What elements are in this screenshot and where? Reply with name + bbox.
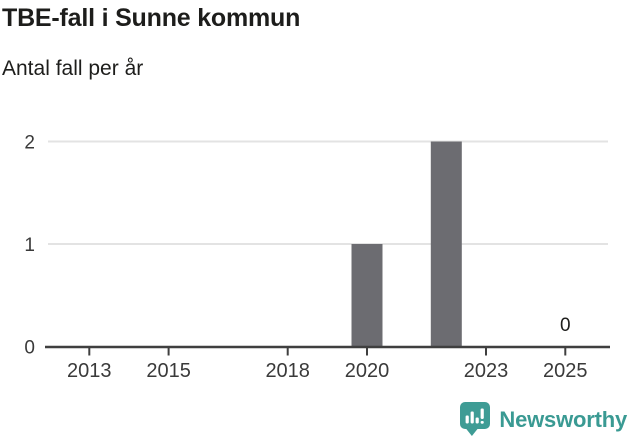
bar-2020 (351, 244, 383, 347)
x-tick-label-2018: 2018 (265, 360, 310, 382)
value-label-2025: 0 (560, 315, 571, 336)
chart-subtitle: Antal fall per år (2, 57, 144, 80)
x-tick-label-2013: 2013 (67, 360, 112, 382)
x-tick-label-2025: 2025 (543, 360, 588, 382)
y-tick-label-2: 2 (24, 133, 35, 154)
icon-bar-1 (466, 415, 470, 424)
y-tick-label-0: 0 (24, 338, 35, 359)
newsworthy-icon (460, 402, 491, 436)
icon-exclamation-bar (481, 408, 485, 419)
brand-name: Newsworthy (499, 406, 627, 432)
bar-2022 (430, 141, 462, 347)
icon-bar-2 (471, 411, 475, 424)
brand-logo: Newsworthy (460, 402, 627, 437)
icon-bar-3 (476, 417, 480, 424)
speech-bubble-shape (460, 402, 491, 436)
x-tick-label-2023: 2023 (464, 360, 509, 382)
x-tick-label-2020: 2020 (345, 360, 390, 382)
icon-exclamation-dot (481, 421, 485, 424)
x-tick-label-2015: 2015 (146, 360, 191, 382)
chart-title: TBE-fall i Sunne kommun (2, 4, 301, 32)
y-tick-label-1: 1 (24, 235, 35, 256)
